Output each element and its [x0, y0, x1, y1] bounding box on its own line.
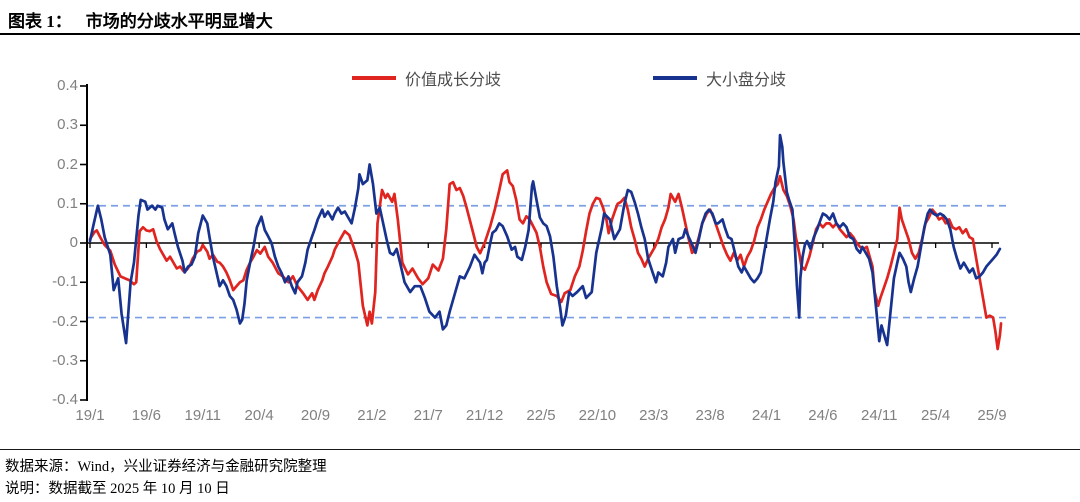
figure-title-prefix: 图表 1：: [8, 12, 72, 31]
legend-item-size-spread: 大小盘分歧: [653, 68, 787, 89]
x-axis-tick-label: 19/11: [184, 407, 221, 424]
y-axis-tick-label: 0.4: [57, 77, 78, 94]
y-axis-tick-label: -0.3: [52, 351, 78, 369]
figure-title-text: 市场的分歧水平明显增大: [85, 12, 273, 31]
x-axis-tick-label: 24/1: [751, 407, 782, 424]
x-axis-tick-label: 23/3: [639, 407, 669, 424]
x-axis-tick-label: 25/9: [977, 407, 1007, 424]
y-axis-tick-label: 0.2: [57, 155, 78, 173]
footer-divider: [0, 449, 1080, 450]
legend-item-value-growth: 价值成长分歧: [352, 68, 502, 89]
x-axis-tick-label: 20/4: [244, 407, 274, 424]
y-axis-tick-label: 0: [69, 234, 78, 251]
legend-label-value-growth: 价值成长分歧: [405, 72, 502, 89]
y-axis-tick-label: -0.2: [52, 312, 78, 330]
title-divider: [0, 33, 1080, 35]
data-cutoff-note: 说明：数据截至 2025 年 10 月 10 日: [5, 481, 230, 497]
figure-title: 图表 1： 市场的分歧水平明显增大: [8, 7, 273, 32]
legend-swatch-blue-line: [653, 76, 697, 80]
x-axis-tick-label: 21/2: [357, 407, 387, 424]
legend-swatch-red-line: [352, 76, 396, 80]
y-axis-tick-label: 0.1: [57, 194, 78, 212]
legend-label-size-spread: 大小盘分歧: [706, 72, 787, 89]
x-axis-tick-label: 24/6: [808, 407, 838, 424]
data-source-note: 数据来源：Wind，兴业证券经济与金融研究院整理: [5, 459, 327, 475]
x-axis-tick-label: 23/8: [695, 407, 725, 424]
x-axis-tick-label: 25/4: [921, 407, 951, 424]
x-axis-tick-label: 19/6: [131, 407, 161, 424]
x-axis-tick-label: 19/1: [75, 407, 105, 424]
x-axis-tick-label: 22/10: [578, 407, 617, 424]
x-axis-tick-label: 20/9: [300, 407, 331, 424]
x-axis-tick-label: 21/12: [465, 407, 504, 424]
x-axis-tick-label: 24/11: [861, 407, 898, 424]
y-axis-tick-label: -0.4: [52, 391, 78, 408]
y-axis-tick-label: -0.1: [52, 273, 78, 291]
y-axis-tick-label: 0.3: [57, 116, 78, 134]
x-axis-tick-label: 21/7: [413, 407, 443, 424]
x-axis-tick-label: 22/5: [526, 407, 556, 424]
